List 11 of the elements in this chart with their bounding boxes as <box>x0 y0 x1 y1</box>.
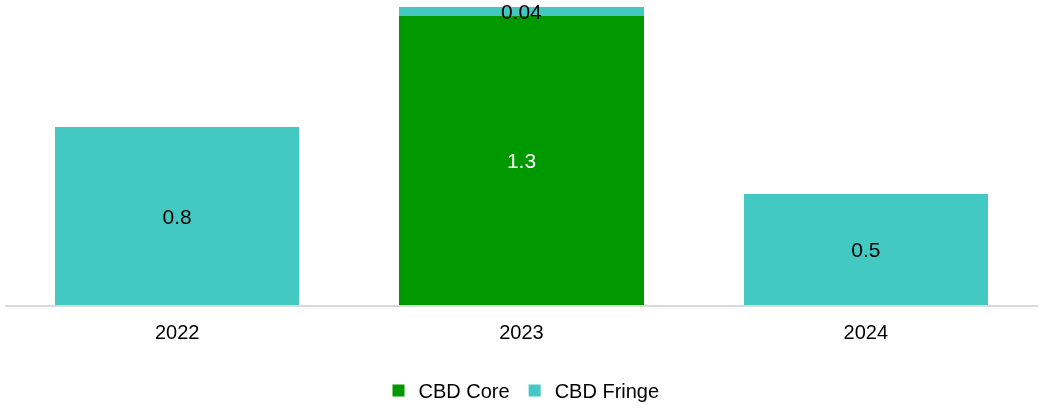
bar <box>399 7 644 17</box>
legend-label: CBD Core <box>418 380 510 403</box>
bar <box>743 193 989 305</box>
x-tick-label: 2022 <box>154 321 200 343</box>
data-label: 1.3 <box>506 149 537 173</box>
data-label: 0.8 <box>162 204 192 228</box>
x-tick-label: 2024 <box>843 321 889 343</box>
legend-label: CBD Fringe <box>554 380 660 403</box>
x-tick-label: 2023 <box>499 321 544 343</box>
bar <box>54 127 300 305</box>
data-label: 0.5 <box>851 237 881 261</box>
